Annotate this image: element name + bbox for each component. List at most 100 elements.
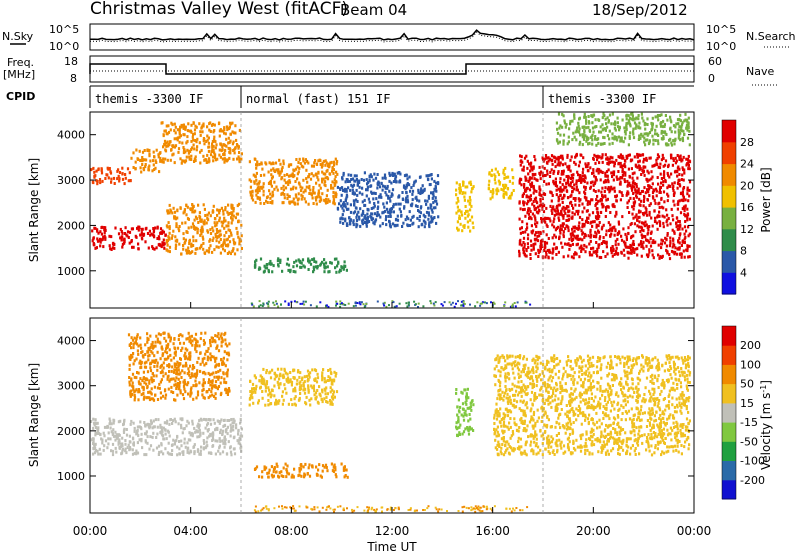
noise-speck — [481, 301, 484, 304]
noise-speck — [367, 509, 370, 512]
noise-speck — [515, 507, 518, 509]
noise-speck — [262, 302, 265, 305]
velocity-colorbar: 200 100 50 15 -15 -50 -100 -200 — [721, 325, 765, 500]
data-region — [248, 367, 339, 407]
noise-speck — [257, 510, 260, 513]
noise-left-label: N.Sky — [2, 30, 34, 43]
noise-speck — [299, 302, 302, 305]
noise-speck — [426, 507, 429, 510]
noise-speck — [407, 301, 410, 304]
noise-speck — [475, 507, 478, 509]
colorbar-frame — [721, 325, 737, 500]
noise-speck — [362, 303, 365, 306]
noise-speck — [462, 300, 465, 303]
noise-speck — [375, 508, 378, 511]
noise-speck — [335, 304, 337, 307]
colorbar-tick-label: -50 — [740, 435, 758, 448]
cpid-label: CPID — [6, 90, 35, 103]
noise-speck — [275, 302, 278, 305]
data-region — [90, 166, 132, 186]
noise-speck — [514, 305, 517, 308]
noise-speck — [467, 507, 470, 510]
noise-speck — [292, 505, 295, 508]
x-axis-label: Time UT — [366, 540, 417, 554]
noise-speck — [406, 305, 409, 308]
colorbar-swatch — [722, 163, 736, 186]
noise-speck — [343, 509, 345, 512]
colorbar-swatch — [722, 383, 736, 404]
noise-speck — [358, 302, 361, 305]
noise-speck — [365, 303, 368, 305]
noise-speck — [281, 505, 283, 508]
x-tick-label: 00:00 — [677, 524, 712, 538]
data-region — [518, 152, 692, 261]
noise-speck — [344, 304, 347, 306]
power-colorbar-label: Power [dB] — [759, 167, 773, 232]
noise-speck — [483, 301, 486, 304]
colorbar-swatch — [722, 141, 736, 165]
noise-speck — [493, 505, 496, 508]
noise-speck — [363, 305, 366, 308]
noise-speck — [250, 302, 253, 305]
noise-speck — [510, 510, 513, 513]
noise-speck — [313, 506, 316, 509]
power-y-label: Slant Range [km] — [27, 158, 41, 262]
colorbar-tick-label: 20 — [740, 179, 754, 192]
x-tick-label: 20:00 — [576, 524, 611, 538]
colorbar-tick-label: 24 — [740, 158, 754, 171]
noise-speck — [265, 507, 268, 510]
noise-speck — [397, 506, 400, 509]
noise-speck — [329, 507, 332, 510]
noise-speck — [474, 507, 477, 510]
noise-speck — [389, 508, 392, 511]
noise-speck — [283, 506, 286, 509]
noise-speck — [465, 506, 468, 509]
noise-speck — [389, 506, 392, 509]
x-tick-label: 08:00 — [274, 524, 309, 538]
noise-speck — [469, 303, 471, 306]
noise-speck — [340, 302, 343, 305]
noise-speck — [457, 300, 459, 303]
noise-speck — [292, 507, 295, 510]
colorbar-tick-label: 8 — [740, 245, 747, 258]
noise-speck — [461, 510, 464, 513]
y-tick-label: 1000 — [57, 265, 85, 278]
noise-speck — [318, 510, 321, 513]
noise-speck — [325, 304, 328, 307]
noise-speck — [398, 508, 400, 511]
cpid-strip: CPID themis -3300 IF normal (fast) 151 IF… — [6, 85, 694, 108]
noise-speck — [267, 305, 270, 308]
chart-title: Christmas Valley West (fitACF) — [90, 0, 348, 19]
data-region — [130, 148, 162, 174]
noise-speck — [429, 300, 432, 303]
y-tick-label: 2000 — [57, 425, 85, 438]
noise-speck — [332, 508, 335, 511]
velocity-data — [90, 331, 692, 513]
noise-speck — [272, 301, 275, 304]
noise-speck — [347, 302, 350, 305]
noise-speck — [413, 300, 416, 303]
noise-speck — [367, 507, 370, 510]
noise-speck — [358, 301, 361, 304]
noise-speck — [336, 505, 339, 508]
velocity-panel: 1000 2000 3000 4000 Slant Range [km] 200 100… — [27, 317, 773, 514]
noise-speck — [376, 300, 379, 303]
colorbar-tick-label: -200 — [740, 474, 765, 487]
noise-speck — [434, 506, 437, 509]
noise-speck — [474, 510, 477, 513]
x-tick-label: 12:00 — [375, 524, 410, 538]
noise-speck — [259, 304, 262, 307]
noise-speck — [316, 506, 319, 509]
noise-speck — [448, 301, 451, 304]
noise-speck — [460, 300, 463, 303]
data-region — [555, 112, 691, 147]
noise-speck — [407, 303, 410, 306]
noise-speck — [462, 304, 465, 307]
cpid-segment-label: normal (fast) 151 IF — [246, 92, 391, 106]
colorbar-tick-label: 4 — [740, 266, 747, 279]
noise-speck — [460, 304, 463, 307]
noise-speck — [261, 305, 264, 307]
noise-speck — [477, 508, 480, 511]
noise-speck — [479, 304, 482, 307]
noise-speck — [422, 509, 425, 511]
